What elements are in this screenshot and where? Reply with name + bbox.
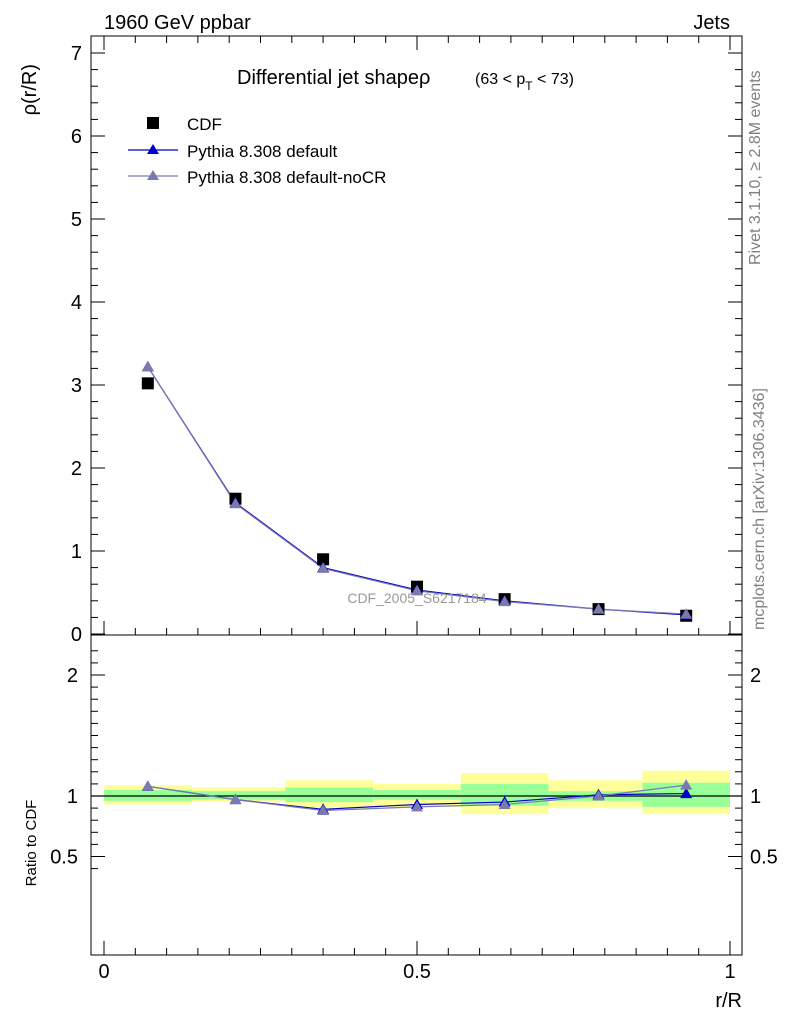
main-ytick-label: 1 xyxy=(71,541,82,563)
chart-title-main: Differential jet shapeρ xyxy=(237,67,430,89)
ratio-ytick-label-left: 2 xyxy=(67,665,78,687)
ratio-band-inner xyxy=(104,789,192,801)
legend-label-default: Pythia 8.308 default xyxy=(187,142,338,161)
main-mc-point-2 xyxy=(411,584,423,596)
mcplots-label: mcplots.cern.ch [arXiv:1306.3436] xyxy=(751,388,768,630)
header-right: Jets xyxy=(693,12,730,34)
main-ytick-label: 4 xyxy=(71,292,82,314)
main-ytick-label: 2 xyxy=(71,458,82,480)
legend-marker-nocr xyxy=(147,170,159,180)
legend-marker-default xyxy=(147,144,159,154)
main-series-line-2 xyxy=(147,366,687,615)
ratio-ytick-label-left: 0.5 xyxy=(50,847,78,869)
ratio-mc-point-1 xyxy=(141,780,154,791)
main-ytick-label: 3 xyxy=(71,375,82,397)
ratio-mc-point-1 xyxy=(680,779,693,790)
main-panel: 0 1 2 3 4 5 6 7 CDF_2005_S6217184 ρ(r/R) Differ… xyxy=(19,35,743,646)
main-mc-point-2 xyxy=(229,497,242,509)
main-mc-point-2 xyxy=(680,608,693,619)
ratio-ytick-label-left: 1 xyxy=(67,786,78,808)
ratio-band-inner xyxy=(373,789,461,800)
main-ytick-label: 6 xyxy=(71,126,82,148)
title-range-close: < 73) xyxy=(533,71,574,88)
main-mc-point-2 xyxy=(498,595,511,607)
ratio-band-inner xyxy=(285,787,374,803)
ratio-ylabel: Ratio to CDF xyxy=(23,800,40,887)
analysis-watermark: CDF_2005_S6217184 xyxy=(347,590,487,606)
main-ylabel: ρ(r/R) xyxy=(19,64,41,115)
ratio-mc-point-1 xyxy=(317,804,330,816)
main-ytick-label: 0 xyxy=(71,624,82,646)
chart-title-range: (63 < pT < 73) xyxy=(475,71,574,93)
ratio-ytick-label-right: 2 xyxy=(750,665,761,687)
cdf-data-point xyxy=(141,377,154,390)
main-mc-point-2 xyxy=(317,562,330,573)
legend-marker-cdf xyxy=(147,117,159,129)
main-mc-point-2 xyxy=(141,360,154,372)
ratio-mc-point-1 xyxy=(229,793,242,805)
legend-label-cdf: CDF xyxy=(187,115,222,134)
ratio-xtick-label: 1 xyxy=(724,961,735,983)
header-left: 1960 GeV ppbar xyxy=(104,12,251,34)
legend: CDF Pythia 8.308 default Pythia 8.308 de… xyxy=(128,115,386,187)
ratio-band-inner xyxy=(191,791,286,800)
ratio-mc-point-1 xyxy=(411,800,423,812)
ratio-ytick-label-right: 0.5 xyxy=(750,847,778,869)
ratio-panel: 0 0.5 1 0.5 0.5 1 1 2 2 Ratio to CDF r/R xyxy=(23,634,778,1012)
ratio-mc-point-1 xyxy=(592,790,605,801)
ratio-xtick-label: 0 xyxy=(98,961,109,983)
main-series-line-1 xyxy=(147,366,687,616)
legend-label-nocr: Pythia 8.308 default-noCR xyxy=(187,168,386,187)
title-range-open: (63 < p xyxy=(475,71,525,88)
x-axis-label: r/R xyxy=(715,990,742,1012)
chart-title: Differential jet shapeρ xyxy=(237,67,430,89)
cdf-data-point xyxy=(317,553,330,566)
main-mc-point-2 xyxy=(592,603,605,614)
main-ytick-label: 7 xyxy=(71,43,82,65)
main-ytick-label: 5 xyxy=(71,209,82,231)
ratio-mc-point-0 xyxy=(680,787,693,799)
title-range-sub: T xyxy=(525,79,533,93)
ratio-ytick-label-right: 1 xyxy=(750,786,761,808)
ratio-mc-point-1 xyxy=(498,798,511,809)
ratio-xtick-label: 0.5 xyxy=(403,961,431,983)
rivet-version-label: Rivet 3.1.10, ≥ 2.8M events xyxy=(747,70,764,265)
